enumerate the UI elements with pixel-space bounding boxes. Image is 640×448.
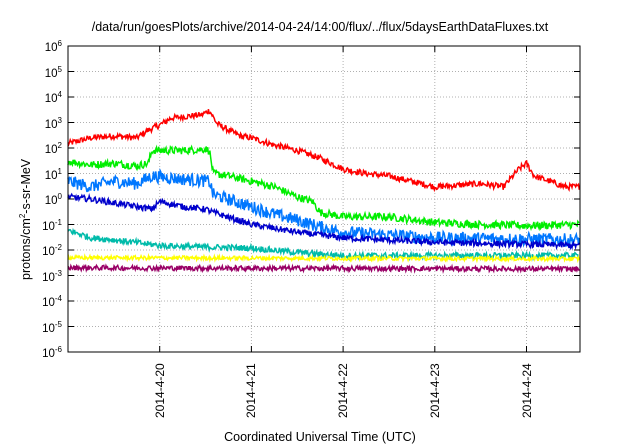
y-tick-label: 103: [44, 115, 62, 131]
series-line-4: [67, 227, 580, 262]
axis-ticks: [68, 45, 580, 353]
y-tick-label: 10-6: [42, 345, 62, 360]
y-tick-label: 101: [44, 166, 62, 182]
x-axis-label: Coordinated Universal Time (UTC): [224, 430, 416, 444]
x-tick-label: 2014-4-21: [244, 363, 259, 418]
y-tick-label: 10-3: [42, 268, 62, 284]
y-tick-label: 102: [44, 141, 62, 156]
series-line-3: [67, 192, 580, 251]
series-line-0: [67, 109, 581, 193]
x-tick-label: 2014-4-22: [336, 363, 351, 418]
chart-title: /data/run/goesPlots/archive/2014-04-24/1…: [91, 20, 549, 34]
series-line-6: [67, 263, 580, 274]
x-tick-label: 2014-4-20: [152, 363, 167, 418]
grid-lines: [68, 46, 580, 352]
series-line-5: [67, 252, 581, 264]
y-tick-label: 100: [44, 192, 62, 207]
y-tick-label: 105: [44, 64, 62, 80]
y-tick-label: 104: [44, 90, 62, 105]
y-tick-label: 10-2: [42, 243, 62, 258]
series-lines: [67, 109, 581, 274]
x-tick-label: 2014-4-23: [427, 363, 442, 418]
x-tick-label: 2014-4-24: [519, 363, 534, 418]
y-tick-label: 10-1: [42, 217, 62, 233]
series-line-1: [67, 144, 580, 232]
y-tick-label: 10-4: [42, 294, 62, 309]
y-tick-label: 10-5: [42, 319, 62, 335]
y-tick-label: 106: [44, 39, 62, 54]
